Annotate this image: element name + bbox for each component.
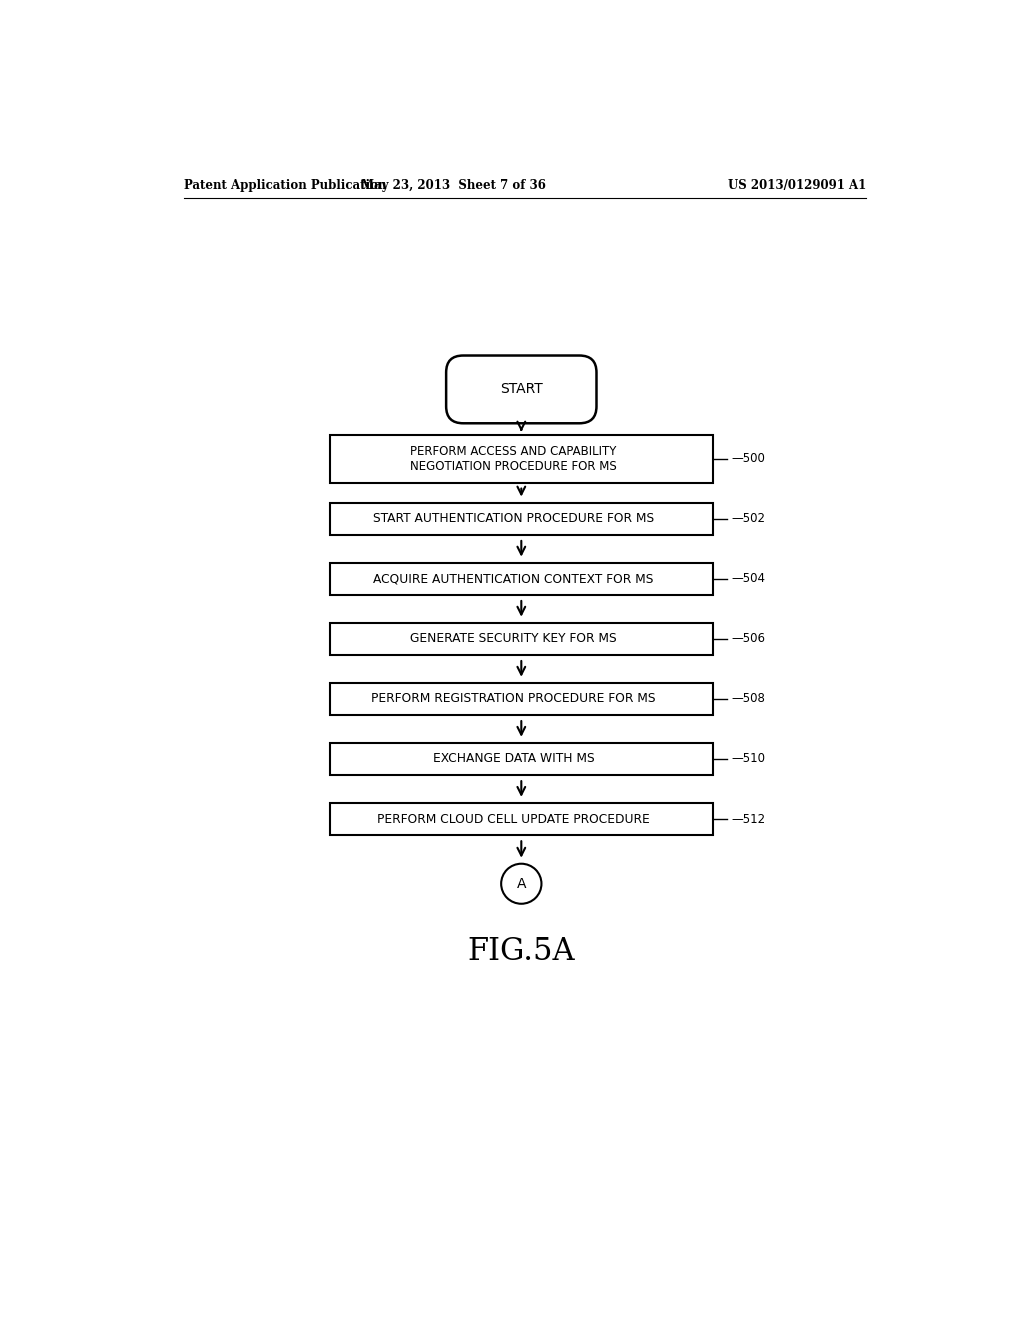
Text: PERFORM REGISTRATION PROCEDURE FOR MS: PERFORM REGISTRATION PROCEDURE FOR MS	[372, 693, 655, 705]
Text: START AUTHENTICATION PROCEDURE FOR MS: START AUTHENTICATION PROCEDURE FOR MS	[373, 512, 654, 525]
Text: —506: —506	[731, 632, 765, 645]
Text: —512: —512	[731, 813, 765, 825]
FancyBboxPatch shape	[330, 623, 713, 655]
Text: FIG.5A: FIG.5A	[468, 936, 575, 968]
FancyBboxPatch shape	[330, 562, 713, 595]
Text: START: START	[500, 383, 543, 396]
Text: —502: —502	[731, 512, 765, 525]
FancyBboxPatch shape	[330, 682, 713, 715]
Text: ACQUIRE AUTHENTICATION CONTEXT FOR MS: ACQUIRE AUTHENTICATION CONTEXT FOR MS	[374, 573, 653, 585]
FancyBboxPatch shape	[446, 355, 597, 424]
Text: —500: —500	[731, 453, 765, 465]
Text: EXCHANGE DATA WITH MS: EXCHANGE DATA WITH MS	[433, 752, 594, 766]
Text: —504: —504	[731, 573, 765, 585]
Text: US 2013/0129091 A1: US 2013/0129091 A1	[727, 178, 866, 191]
FancyBboxPatch shape	[330, 503, 713, 535]
FancyBboxPatch shape	[330, 803, 713, 836]
Text: May 23, 2013  Sheet 7 of 36: May 23, 2013 Sheet 7 of 36	[361, 178, 546, 191]
Text: A: A	[516, 876, 526, 891]
Text: GENERATE SECURITY KEY FOR MS: GENERATE SECURITY KEY FOR MS	[411, 632, 616, 645]
Text: PERFORM ACCESS AND CAPABILITY
NEGOTIATION PROCEDURE FOR MS: PERFORM ACCESS AND CAPABILITY NEGOTIATIO…	[411, 445, 616, 473]
Text: Patent Application Publication: Patent Application Publication	[183, 178, 386, 191]
FancyBboxPatch shape	[330, 434, 713, 483]
Text: PERFORM CLOUD CELL UPDATE PROCEDURE: PERFORM CLOUD CELL UPDATE PROCEDURE	[377, 813, 650, 825]
Text: —508: —508	[731, 693, 765, 705]
FancyBboxPatch shape	[330, 743, 713, 775]
Text: —510: —510	[731, 752, 765, 766]
